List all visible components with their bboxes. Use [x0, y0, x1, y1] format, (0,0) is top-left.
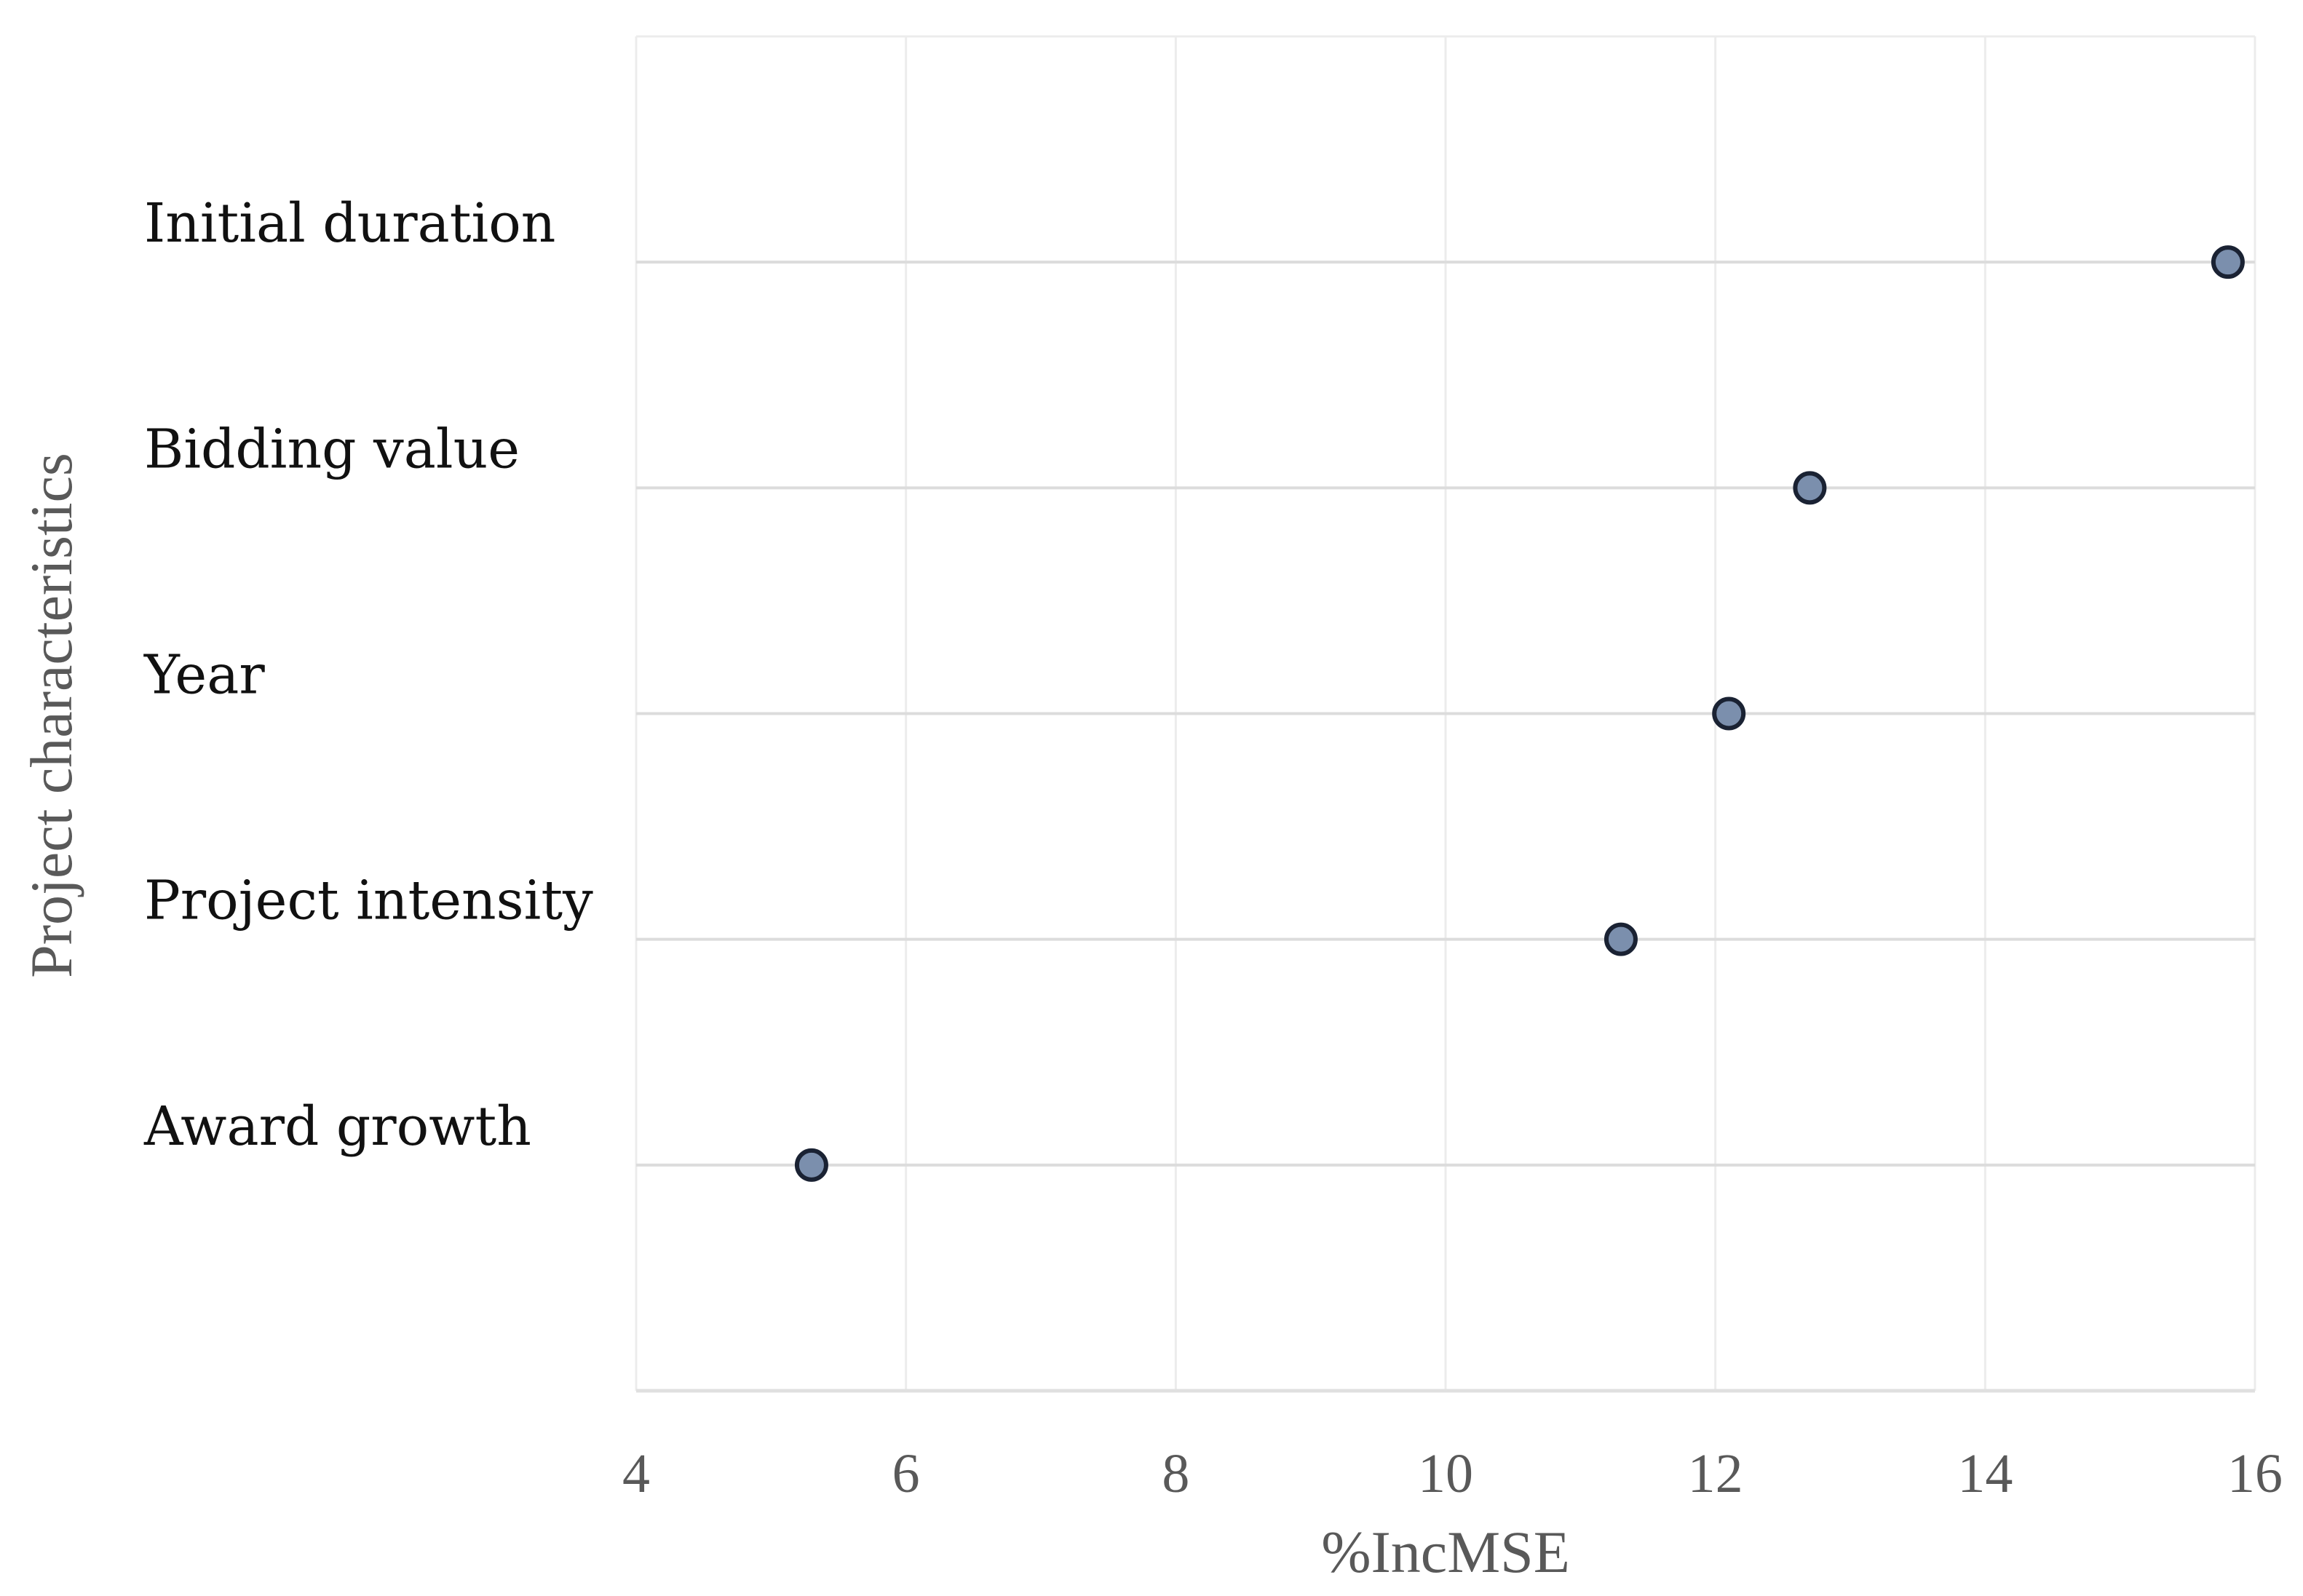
category-labels: Initial duration Bidding value Year Project…	[143, 192, 593, 1158]
data-point	[1604, 922, 1638, 956]
data-point	[1793, 471, 1827, 505]
x-tick-label: 8	[1162, 1443, 1189, 1504]
x-tick-label: 14	[1957, 1443, 2013, 1504]
x-tick-label: 16	[2227, 1443, 2283, 1504]
data-point	[2211, 245, 2245, 279]
data-point	[1712, 696, 1746, 731]
category-label: Project intensity	[144, 870, 593, 932]
x-tick-label: 12	[1688, 1443, 1743, 1504]
x-tick-labels: 4 6 8 10 12 14 16	[622, 1443, 2283, 1504]
x-tick-label: 10	[1418, 1443, 1473, 1504]
category-label: Initial duration	[144, 192, 555, 255]
category-label: Award growth	[143, 1095, 531, 1158]
y-axis-label: Project characteristics	[18, 453, 84, 978]
x-tick-label: 6	[892, 1443, 920, 1504]
x-tick-label: 4	[622, 1443, 650, 1504]
category-label: Year	[143, 644, 265, 707]
x-axis-label: %IncMSE	[1321, 1519, 1570, 1585]
category-label: Bidding value	[144, 418, 520, 480]
data-point	[794, 1148, 828, 1182]
grid	[635, 35, 2256, 1393]
data-points	[794, 245, 2245, 1182]
